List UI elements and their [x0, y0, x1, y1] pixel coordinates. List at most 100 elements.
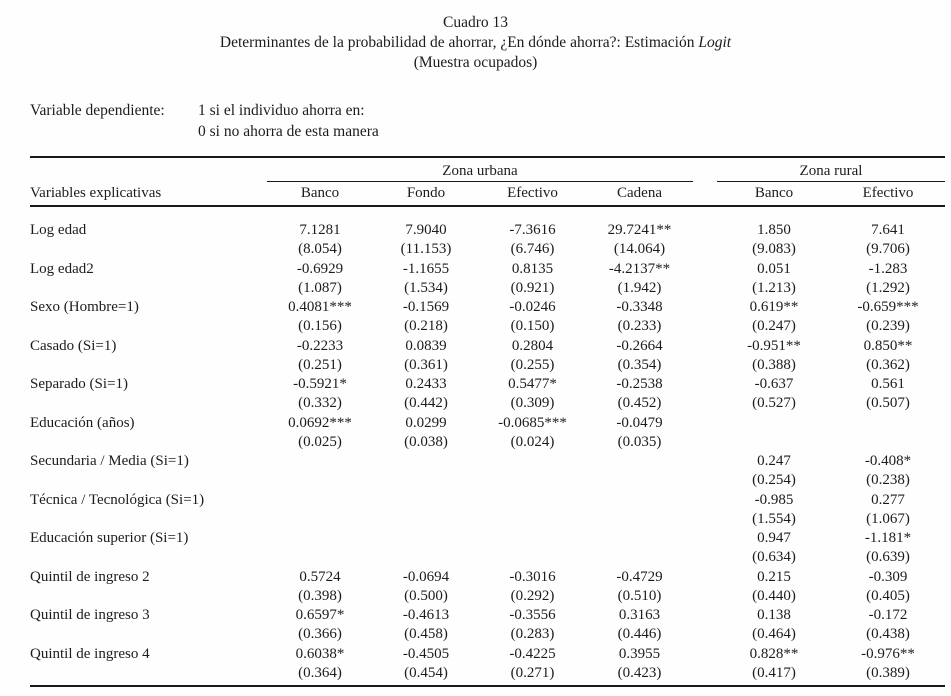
coefficient-cell: -0.0685***: [498, 414, 567, 431]
coefficient-cell: 0.828**: [749, 645, 799, 662]
row-label: [30, 548, 267, 567]
coefficient-cell: -0.3016: [509, 568, 556, 585]
column-gap: [693, 317, 717, 336]
standard-error-cell: (0.332): [298, 395, 342, 412]
coefficient-cell: [373, 529, 479, 548]
column-header-urban-efectivo: Efectivo: [507, 185, 558, 201]
standard-error-cell: [586, 548, 693, 567]
standard-error-cell: (0.283): [510, 626, 555, 643]
dependent-variable-values: 1 si el individuo ahorra en: 0 si no aho…: [198, 100, 379, 142]
coefficient-cell: -0.976**: [861, 645, 915, 662]
column-gap: [693, 279, 717, 298]
standard-error-cell: (0.024): [510, 433, 555, 450]
column-gap: [693, 625, 717, 644]
standard-error-cell: (0.218): [404, 318, 448, 335]
standard-error-cell: (1.067): [866, 510, 910, 527]
coefficient-cell: 7.9040: [405, 222, 447, 238]
column-gap: [693, 452, 717, 471]
coefficient-cell: 0.215: [757, 568, 791, 585]
row-label: [30, 510, 267, 529]
table-row-coefficients: Log edad 7.1281 7.9040 -7.3616 29.7241** 1.85…: [30, 221, 945, 240]
table-title-block: Cuadro 13 Determinantes de la probabilid…: [0, 13, 951, 73]
standard-error-cell: (0.366): [298, 626, 342, 643]
standard-error-cell: (0.454): [404, 664, 448, 681]
column-gap: [693, 606, 717, 625]
coefficient-cell: -0.4613: [402, 607, 450, 623]
coefficient-cell: [373, 452, 479, 471]
table-row-coefficients: Educación superior (Si=1) 0.947 -1.181*: [30, 529, 945, 548]
column-gap: [693, 356, 717, 375]
standard-error-cell: (0.417): [752, 664, 796, 681]
standard-error-cell: (0.639): [866, 549, 910, 566]
coefficient-cell: 0.6038*: [295, 645, 345, 662]
table-row-coefficients: Casado (Si=1) -0.2233 0.0839 0.2804 -0.2664 -…: [30, 337, 945, 356]
coefficient-cell: 0.247: [757, 453, 791, 469]
coefficient-cell: -0.659***: [857, 299, 919, 315]
row-label: Separado (Si=1): [30, 376, 129, 392]
coefficient-cell: [717, 414, 831, 433]
standard-error-cell: [717, 433, 831, 452]
standard-error-cell: (0.156): [298, 318, 342, 335]
standard-error-cell: (1.942): [617, 279, 662, 296]
table-title: Determinantes de la probabilidad de ahor…: [0, 33, 951, 53]
coefficient-cell: 0.850**: [863, 337, 913, 354]
coefficient-cell: -0.309: [868, 568, 908, 585]
coefficient-cell: -7.3616: [509, 222, 556, 238]
table-row-standard-errors: (1.087) (1.534) (0.921) (1.942) (1.213) (1.29…: [30, 279, 945, 298]
standard-error-cell: [831, 433, 945, 452]
standard-error-cell: (0.500): [404, 587, 448, 604]
row-label: [30, 433, 267, 452]
table-row-coefficients: Educación (años) 0.0692*** 0.0299 -0.0685**…: [30, 414, 945, 433]
row-label: Secundaria / Media (Si=1): [30, 453, 189, 469]
standard-error-cell: [373, 548, 479, 567]
coefficient-cell: 0.6597*: [295, 607, 345, 623]
dependent-variable-label: Variable dependiente:: [30, 102, 165, 119]
column-gap: [693, 491, 717, 510]
standard-error-cell: (0.271): [510, 664, 555, 681]
row-label: [30, 394, 267, 413]
standard-error-cell: (0.254): [752, 472, 796, 489]
standard-error-cell: (0.362): [866, 356, 910, 373]
standard-error-cell: (0.452): [617, 395, 662, 412]
standard-error-cell: (0.035): [617, 433, 662, 450]
standard-error-cell: (0.527): [752, 395, 796, 412]
standard-error-cell: (0.255): [510, 356, 555, 373]
group-header-zona-rural: Zona rural: [717, 163, 945, 182]
standard-error-cell: (0.446): [617, 626, 662, 643]
row-label: Log edad2: [30, 260, 94, 277]
standard-error-cell: (0.507): [866, 395, 910, 412]
coefficient-cell: 0.0839: [405, 337, 447, 354]
standard-error-cell: (9.083): [752, 241, 796, 258]
column-gap: [693, 260, 717, 279]
coefficient-cell: 0.5724: [299, 568, 341, 585]
coefficient-cell: 0.051: [757, 260, 791, 277]
column-header-urban-cadena: Cadena: [617, 185, 662, 201]
column-gap: [693, 664, 717, 683]
standard-error-cell: (0.389): [866, 664, 910, 681]
standard-error-cell: (0.398): [298, 587, 342, 604]
table-row-standard-errors: (0.398) (0.500) (0.292) (0.510) (0.440) (0.40…: [30, 587, 945, 606]
column-gap: [693, 510, 717, 529]
standard-error-cell: (0.150): [510, 318, 555, 335]
standard-error-cell: [479, 471, 586, 490]
row-label: Log edad: [30, 222, 87, 238]
coefficient-cell: 0.619**: [749, 299, 799, 315]
column-gap: [693, 337, 717, 356]
row-label: [30, 240, 267, 259]
row-label: [30, 587, 267, 606]
table-row-standard-errors: (0.634) (0.639): [30, 548, 945, 567]
coefficient-cell: 0.0299: [405, 414, 447, 431]
row-label: Quintil de ingreso 3: [30, 607, 150, 623]
table-row-standard-errors: (0.254) (0.238): [30, 471, 945, 490]
coefficient-cell: 0.5477*: [508, 376, 557, 392]
row-label: [30, 625, 267, 644]
standard-error-cell: [373, 510, 479, 529]
table-row-standard-errors: (0.364) (0.454) (0.271) (0.423) (0.417) (0.38…: [30, 664, 945, 683]
coefficient-cell: -0.408*: [864, 453, 912, 469]
coefficient-cell: 7.641: [871, 222, 905, 238]
results-table: Zona urbana Zona rural Variables explica…: [30, 156, 945, 687]
standard-error-cell: [267, 471, 373, 490]
coefficient-cell: -0.0479: [616, 414, 663, 431]
dependent-variable-line2: 0 si no ahorra de esta manera: [198, 123, 379, 140]
coefficient-cell: [586, 529, 693, 548]
